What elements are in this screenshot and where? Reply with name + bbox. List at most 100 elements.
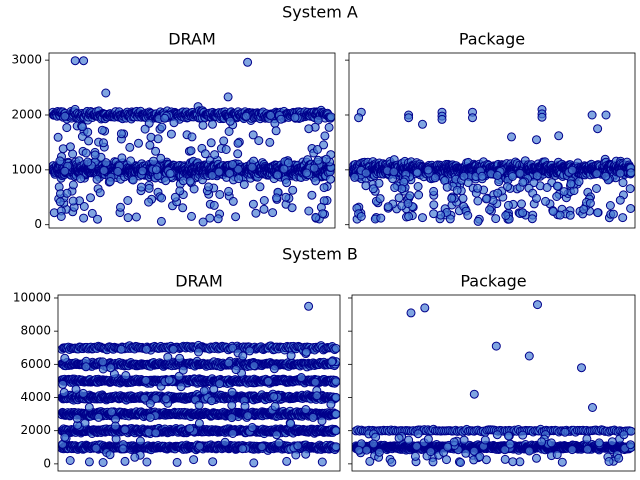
data-point: [208, 119, 217, 129]
data-point: [79, 56, 89, 66]
subplot-title: DRAM: [168, 30, 216, 49]
data-point: [429, 209, 439, 219]
group-title: System A: [282, 3, 358, 22]
data-point: [156, 153, 166, 163]
data-point: [287, 203, 297, 213]
data-point: [518, 208, 528, 218]
data-point: [151, 165, 161, 175]
data-point: [532, 193, 541, 203]
data-point: [116, 129, 126, 139]
data-point: [279, 164, 289, 174]
subplot-title: Package: [459, 30, 525, 49]
data-point: [185, 176, 195, 186]
data-point: [248, 130, 258, 140]
data-point: [592, 169, 602, 179]
data-point: [389, 167, 399, 177]
data-point: [228, 196, 238, 206]
data-point: [625, 184, 635, 194]
data-point: [579, 204, 589, 214]
data-point: [62, 123, 72, 133]
data-point: [618, 213, 628, 223]
data-point: [60, 111, 70, 121]
data-point: [394, 193, 404, 203]
data-point: [123, 196, 133, 205]
data-point: [138, 166, 148, 176]
data-point: [542, 183, 552, 192]
data-point: [165, 169, 175, 178]
data-point: [128, 175, 138, 185]
data-point: [214, 167, 224, 177]
data-point: [290, 113, 300, 122]
y-tick-label: 1000: [11, 162, 42, 176]
data-point: [259, 196, 269, 205]
data-point: [537, 112, 547, 122]
data-point: [92, 174, 102, 184]
data-point: [331, 426, 340, 436]
data-point: [430, 173, 440, 183]
data-point: [243, 57, 253, 67]
data-point: [233, 149, 243, 159]
data-point: [255, 182, 265, 192]
data-point: [529, 178, 539, 188]
group-title: System B: [282, 245, 358, 264]
data-point: [161, 176, 171, 186]
data-point: [221, 145, 231, 154]
data-point: [86, 193, 95, 203]
data-point: [68, 180, 78, 190]
data-point: [587, 110, 597, 120]
data-point: [239, 180, 249, 189]
data-point: [288, 185, 298, 195]
data-point: [219, 136, 229, 146]
data-point: [140, 124, 150, 134]
data-point: [527, 214, 537, 224]
data-point: [117, 153, 127, 163]
data-point: [481, 194, 491, 204]
data-point: [492, 171, 502, 180]
data-point: [404, 113, 414, 123]
data-point: [463, 210, 473, 220]
data-point: [175, 186, 185, 196]
data-point: [361, 168, 371, 178]
data-point: [309, 163, 319, 173]
data-point: [169, 118, 179, 128]
data-point: [224, 186, 234, 196]
data-point: [281, 192, 291, 202]
data-point: [228, 160, 237, 169]
data-point: [356, 212, 366, 221]
data-point: [206, 138, 216, 148]
data-point: [442, 182, 452, 192]
data-point: [55, 156, 65, 166]
data-point: [452, 185, 462, 195]
data-point: [282, 178, 292, 188]
data-point: [554, 131, 564, 141]
data-point: [593, 208, 603, 218]
data-point: [153, 134, 163, 144]
data-point: [178, 203, 188, 213]
data-point: [319, 183, 329, 193]
data-point: [81, 148, 91, 158]
data-point: [105, 177, 115, 186]
subplot-title: DRAM: [175, 272, 223, 291]
data-point: [326, 174, 335, 184]
data-point: [418, 213, 427, 223]
data-point: [187, 132, 197, 142]
data-point: [626, 168, 635, 178]
data-point: [593, 124, 603, 134]
data-point: [354, 113, 364, 123]
data-point: [225, 168, 235, 178]
data-point: [307, 190, 317, 200]
data-point: [331, 442, 340, 452]
data-point: [70, 56, 80, 66]
data-point: [567, 165, 577, 175]
data-point: [518, 177, 528, 187]
data-point: [283, 158, 293, 168]
data-point: [319, 140, 329, 150]
data-point: [320, 131, 330, 141]
data-point: [383, 202, 393, 212]
data-point: [403, 199, 413, 208]
data-point: [601, 171, 611, 181]
data-point: [166, 129, 176, 139]
data-point: [473, 183, 483, 193]
data-point: [311, 212, 321, 222]
data-point: [618, 178, 628, 188]
